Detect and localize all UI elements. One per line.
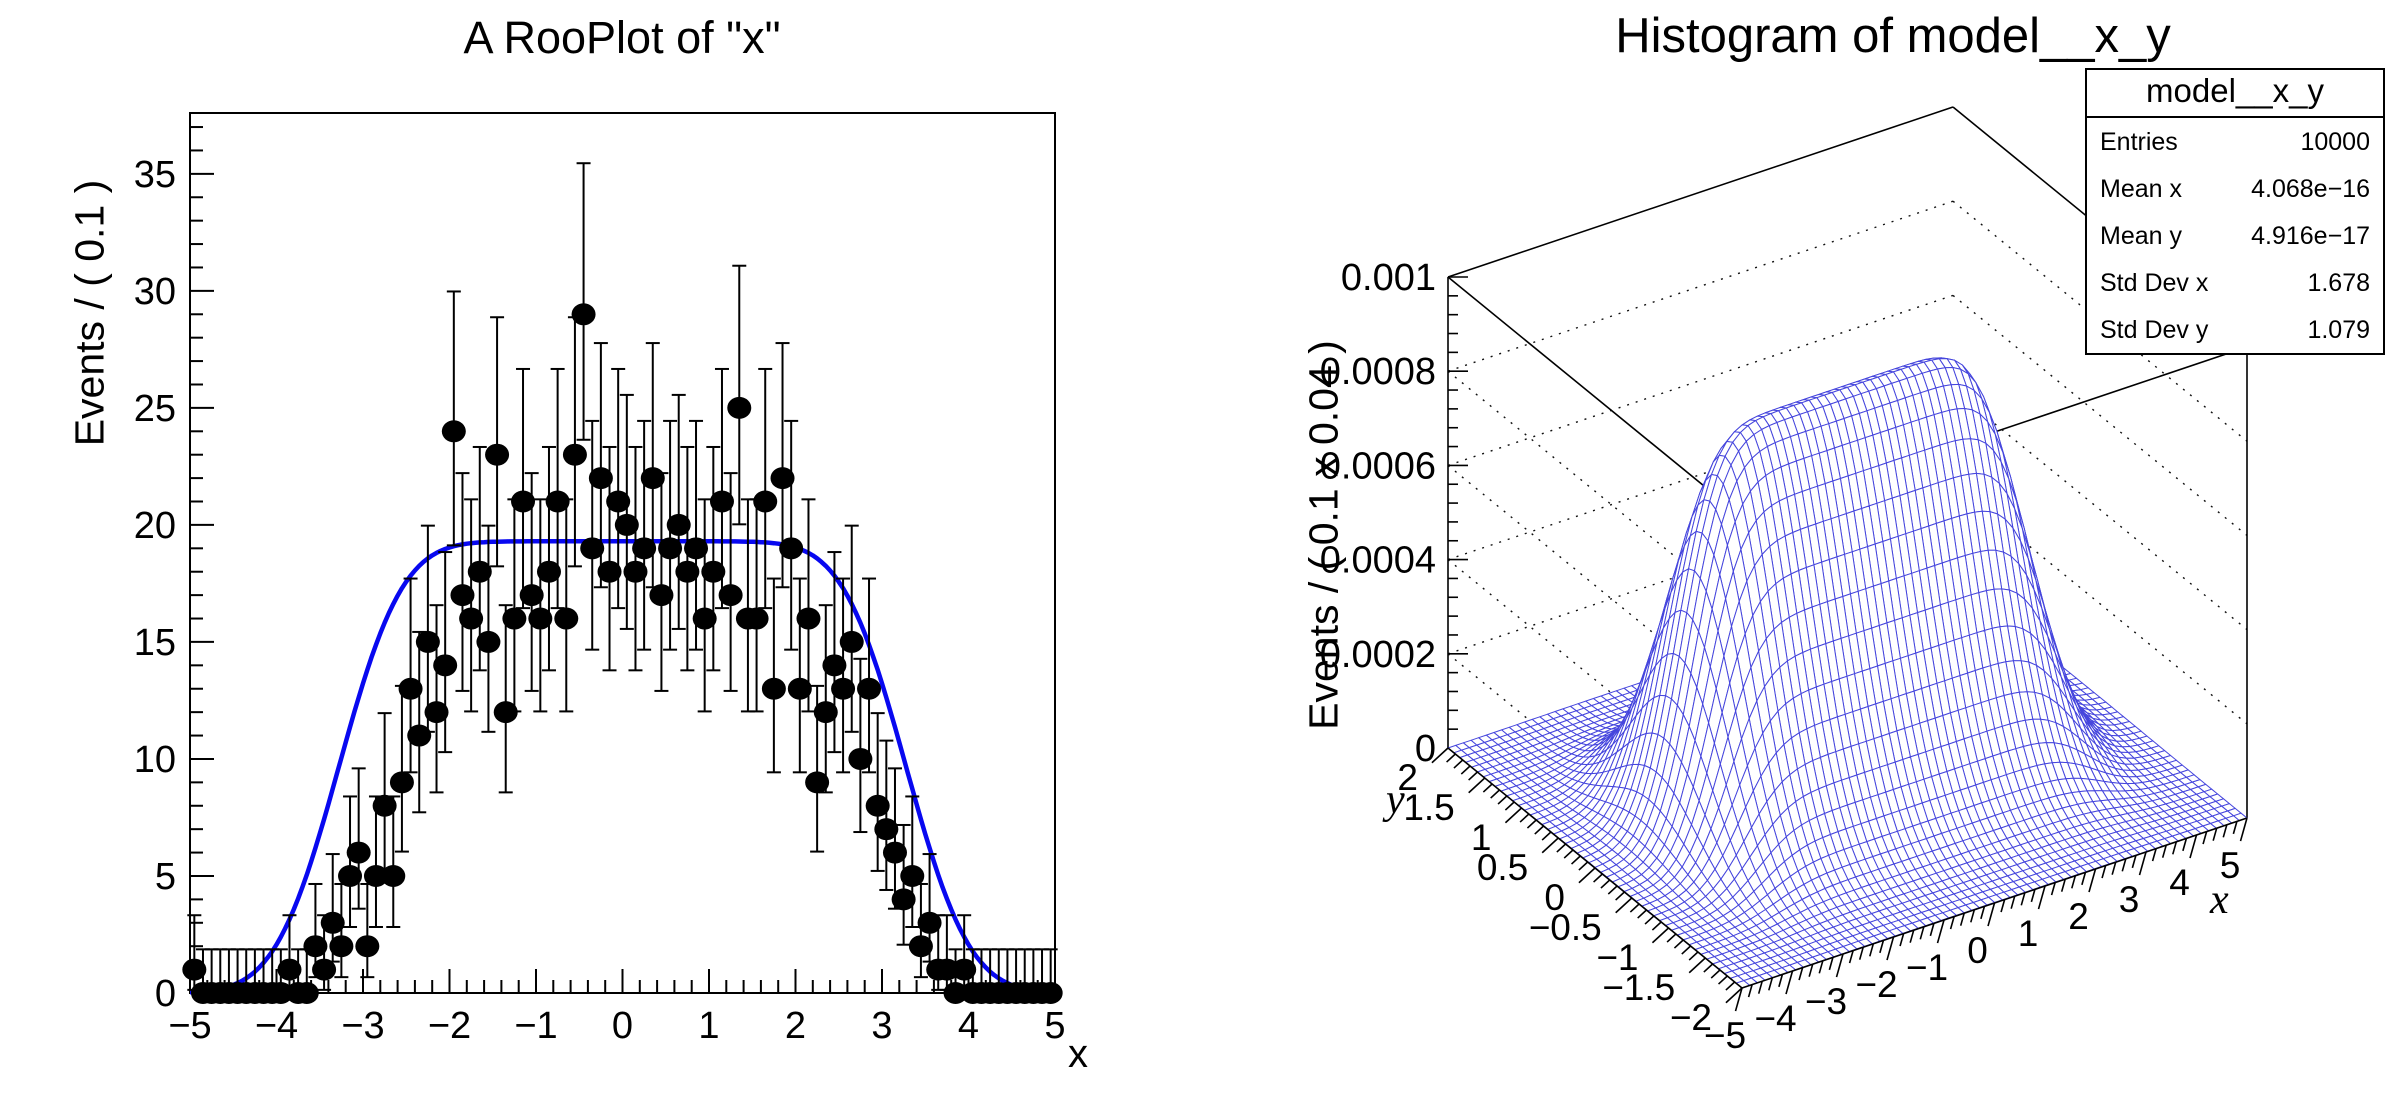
left-x-axis-title: x [1068, 1032, 1088, 1076]
svg-text:−1.5: −1.5 [1602, 967, 1675, 1008]
svg-text:3: 3 [2119, 879, 2140, 920]
svg-text:0: 0 [1967, 930, 1988, 971]
stats-box: model__x_y Entries 10000 Mean x 4.068e−1… [2085, 68, 2385, 355]
right-plot-y-axis: 21.5 10.5 0−0.5−1−1.5−2 [1397, 747, 1743, 1038]
svg-text:0: 0 [1544, 877, 1565, 918]
svg-text:−5: −5 [168, 1005, 211, 1047]
svg-text:−1: −1 [514, 1005, 557, 1047]
right-plot-z-axis: 0 0.0002 0.0004 0.0006 0.0008 0.001 [1320, 257, 1468, 770]
right-z-axis-title: Events / ( 0.1 x 0.04 ) [1300, 340, 1347, 730]
svg-text:0.0006: 0.0006 [1320, 445, 1436, 487]
svg-text:−2: −2 [1855, 964, 1897, 1005]
stats-row: Std Dev x 1.678 [2087, 259, 2383, 306]
svg-text:0: 0 [155, 973, 176, 1015]
stats-title: model__x_y [2087, 70, 2383, 118]
svg-text:0.5: 0.5 [1477, 847, 1528, 888]
svg-text:−4: −4 [1754, 998, 1796, 1039]
svg-text:2: 2 [2068, 896, 2089, 937]
stats-label: Mean x [2100, 175, 2182, 203]
svg-text:−2: −2 [1670, 997, 1712, 1038]
svg-text:0.0002: 0.0002 [1320, 634, 1436, 676]
stats-row: Std Dev y 1.079 [2087, 306, 2383, 353]
right-y-axis-title: y [1386, 777, 1405, 823]
svg-text:−0.5: −0.5 [1529, 907, 1602, 948]
left-plot-fit-curve [189, 539, 1056, 995]
right-plot-surface-mesh [1447, 357, 2248, 989]
svg-text:0: 0 [612, 1005, 633, 1047]
stats-row: Entries 10000 [2087, 118, 2383, 165]
svg-text:−4: −4 [255, 1005, 298, 1047]
right-plot-title: Histogram of model__x_y [1615, 9, 2171, 63]
svg-text:30: 30 [134, 271, 176, 313]
left-y-axis-title: Events / ( 0.1 ) [66, 179, 113, 447]
svg-text:3: 3 [871, 1005, 892, 1047]
stats-row: Mean x 4.068e−16 [2087, 165, 2383, 212]
svg-text:5: 5 [1044, 1005, 1065, 1047]
stats-row: Mean y 4.916e−17 [2087, 212, 2383, 259]
stats-label: Std Dev x [2100, 269, 2209, 297]
svg-text:1.5: 1.5 [1403, 787, 1454, 828]
svg-text:4: 4 [958, 1005, 979, 1047]
svg-text:20: 20 [134, 505, 176, 547]
svg-text:35: 35 [134, 154, 176, 196]
left-plot-axis-labels: −5 −4 −3 −2 −1 0 1 2 3 4 5 0 5 10 15 20 25 30 35 [134, 154, 1066, 1047]
svg-text:5: 5 [2220, 845, 2241, 886]
stats-value: 10000 [2300, 128, 2370, 156]
left-plot-title: A RooPlot of "x" [463, 12, 781, 63]
svg-text:−1: −1 [1596, 937, 1638, 978]
right-x-axis-title: x [2210, 877, 2229, 923]
svg-text:0.0004: 0.0004 [1320, 540, 1436, 582]
stats-value: 1.678 [2307, 269, 2370, 297]
svg-text:0.0008: 0.0008 [1320, 351, 1436, 393]
svg-text:15: 15 [134, 622, 176, 664]
left-plot-data-points [182, 303, 1063, 1004]
svg-text:0: 0 [1415, 728, 1436, 770]
stats-value: 4.916e−17 [2251, 222, 2370, 250]
svg-text:−2: −2 [428, 1005, 471, 1047]
stats-value: 4.068e−16 [2251, 175, 2370, 203]
svg-text:4: 4 [2169, 862, 2190, 903]
svg-text:10: 10 [134, 739, 176, 781]
left-plot-error-bars [187, 162, 1058, 993]
svg-text:2: 2 [785, 1005, 806, 1047]
right-plot-x-axis: −5 −4 −3 −2 −1 0 1 2 3 4 5 [1704, 817, 2248, 1056]
svg-text:25: 25 [134, 388, 176, 430]
svg-text:−3: −3 [1805, 981, 1847, 1022]
svg-text:−5: −5 [1704, 1015, 1746, 1056]
svg-text:2: 2 [1397, 757, 1418, 798]
svg-text:1: 1 [698, 1005, 719, 1047]
svg-text:−1: −1 [1906, 947, 1948, 988]
svg-text:1: 1 [1471, 817, 1492, 858]
svg-text:1: 1 [2018, 913, 2039, 954]
stats-value: 1.079 [2307, 316, 2370, 344]
svg-text:5: 5 [155, 856, 176, 898]
svg-text:0.001: 0.001 [1341, 257, 1436, 299]
stats-label: Mean y [2100, 222, 2182, 250]
svg-text:−3: −3 [341, 1005, 384, 1047]
left-plot-axes-ticks [189, 126, 1056, 994]
stats-label: Entries [2100, 128, 2178, 156]
stats-label: Std Dev y [2100, 316, 2209, 344]
left-plot-frame [189, 112, 1056, 994]
